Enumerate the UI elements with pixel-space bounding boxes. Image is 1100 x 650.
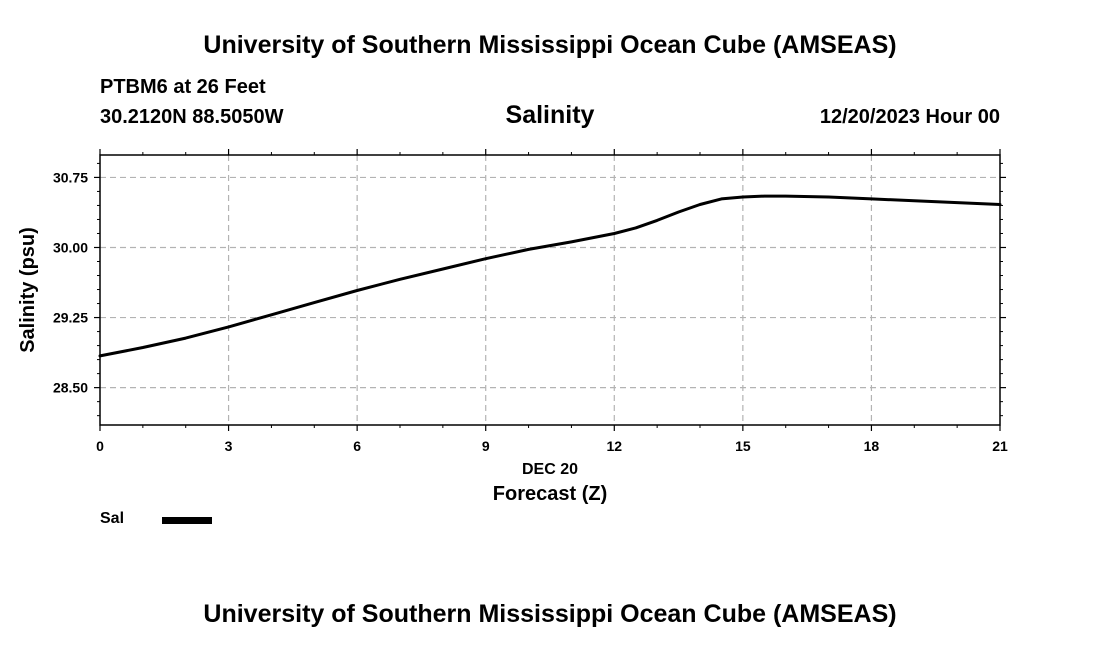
y-tick-label: 28.50 — [53, 380, 88, 396]
x-tick-label: 12 — [606, 438, 622, 454]
major-ticks — [94, 149, 1006, 431]
y-axis-label: Salinity (psu) — [17, 227, 39, 353]
x-axis-label: Forecast (Z) — [493, 483, 607, 505]
station-coordinates: 30.2120N 88.5050W — [100, 106, 284, 128]
legend-label: Sal — [100, 510, 125, 527]
grid-lines — [100, 155, 1000, 425]
x-tick-label: 18 — [864, 438, 880, 454]
station-name: PTBM6 at 26 Feet — [100, 76, 266, 98]
forecast-timestamp: 12/20/2023 Hour 00 — [819, 106, 1000, 128]
footer-title: University of Southern Mississippi Ocean… — [203, 600, 897, 628]
x-tick-label: 0 — [96, 438, 104, 454]
x-tick-label: 6 — [353, 438, 361, 454]
y-tick-label: 29.25 — [53, 310, 88, 326]
x-tick-label: 15 — [735, 438, 751, 454]
chart-title: Salinity — [505, 101, 595, 129]
y-tick-label: 30.00 — [53, 239, 88, 255]
minor-ticks — [97, 152, 1003, 428]
x-tick-label: 9 — [482, 438, 490, 454]
x-tick-label: 3 — [225, 438, 233, 454]
x-axis-date-label: DEC 20 — [522, 461, 578, 478]
x-tick-label: 21 — [992, 438, 1008, 454]
legend-swatch — [162, 517, 212, 524]
y-axis-tick-labels: 28.50 29.25 30.00 30.75 — [53, 169, 88, 395]
page-title: University of Southern Mississippi Ocean… — [203, 31, 897, 59]
y-tick-label: 30.75 — [53, 169, 88, 185]
x-axis-tick-labels: 0 3 6 9 12 15 18 21 — [96, 438, 1008, 454]
plot-frame — [99, 154, 1001, 426]
salinity-series-line — [98, 194, 1002, 358]
